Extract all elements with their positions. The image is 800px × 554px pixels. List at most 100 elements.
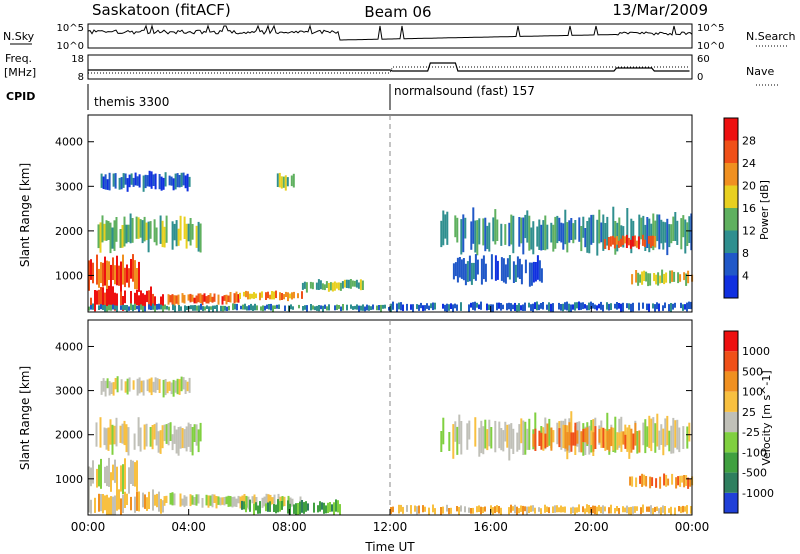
velocity-cell [640,507,642,515]
power-cell [180,172,183,187]
velocity-cell [172,379,175,397]
power-colorbar-tick: 12 [742,225,756,238]
power-cell [220,305,222,312]
velocity-cell [682,426,685,449]
power-cell [532,261,535,283]
nave-trace [88,66,690,74]
power-cell [444,214,447,239]
velocity-colorbar-swatch [724,371,738,392]
power-cell [552,303,554,312]
power-cell [338,305,340,309]
power-colorbar-swatch [724,253,738,276]
velocity-cell [149,427,152,447]
power-cell [207,295,210,304]
velocity-cell [632,506,634,514]
velocity-cell [690,506,692,514]
velocity-cell [651,477,654,486]
power-ytick-label: 2000 [55,225,83,238]
power-cell [690,301,692,310]
velocity-cell [207,495,210,508]
power-cell [240,305,242,310]
power-cell [598,209,601,244]
power-cell [652,213,655,251]
x-tick-label: 12:00 [373,520,408,534]
power-cell [186,306,188,310]
power-cell [687,270,690,284]
power-cell [353,280,356,287]
velocity-cell [249,499,251,512]
velocity-cell [598,505,600,512]
power-cell [684,304,686,310]
velocity-cell [120,379,123,391]
power-cell [484,263,487,282]
velocity-cell [158,491,160,512]
power-cell [388,307,390,311]
x-tick-label: 16:00 [473,520,508,534]
velocity-cell [522,420,525,455]
velocity-cell [466,423,469,450]
power-cell [508,222,511,247]
velocity-cell [592,505,594,514]
power-cell [376,305,378,311]
velocity-cell [187,422,190,447]
power-cell [480,301,482,310]
velocity-cell [153,424,156,440]
velocity-cell [678,506,680,512]
velocity-cell [277,499,279,513]
power-cell [124,305,126,311]
velocity-cell [528,506,530,513]
power-cell [641,234,644,246]
velocity-cell [434,508,436,515]
power-cell [638,302,640,311]
velocity-cell [620,416,623,443]
power-cell [214,305,216,309]
power-cell [292,173,295,188]
power-cell [662,305,664,311]
power-cell [197,221,200,252]
velocity-cell [193,424,196,442]
power-cell [607,237,610,251]
power-cell [126,178,129,192]
velocity-cell [548,418,551,446]
velocity-cell [674,507,676,515]
power-cell [623,236,626,244]
power-cell [444,304,446,312]
power-cell [626,303,628,309]
power-colorbar-swatch [724,230,738,253]
x-axis-label: Time UT [364,540,415,554]
power-cell [520,305,522,311]
velocity-cell [472,507,474,514]
velocity-cell [125,424,128,453]
velocity-cell [588,425,591,455]
velocity-cell [181,428,184,449]
power-cell [594,304,596,310]
velocity-cell [400,504,402,512]
velocity-cell [606,430,609,450]
velocity-cell [123,420,126,446]
power-cell [618,217,621,241]
power-cell [128,306,130,311]
velocity-cell [402,506,404,514]
power-cell [118,177,121,190]
velocity-cell [245,504,247,513]
velocity-cell [470,508,472,514]
power-cell [602,214,605,251]
velocity-cell [110,472,112,492]
power-cell [175,220,178,247]
power-cell [269,294,271,300]
power-cell [233,293,236,304]
power-cell [468,304,470,312]
velocity-cell [178,379,181,395]
power-cell [446,303,448,312]
velocity-cell [608,429,611,452]
power-cell [518,258,521,279]
velocity-cell [154,377,157,393]
power-heatmap [88,170,694,312]
power-cell [96,290,98,305]
velocity-cell [195,424,198,446]
power-cell [134,292,136,309]
power-colorbar-swatch [724,208,738,231]
velocity-cell [660,424,663,445]
power-cell [112,257,114,280]
velocity-cell [137,417,140,447]
